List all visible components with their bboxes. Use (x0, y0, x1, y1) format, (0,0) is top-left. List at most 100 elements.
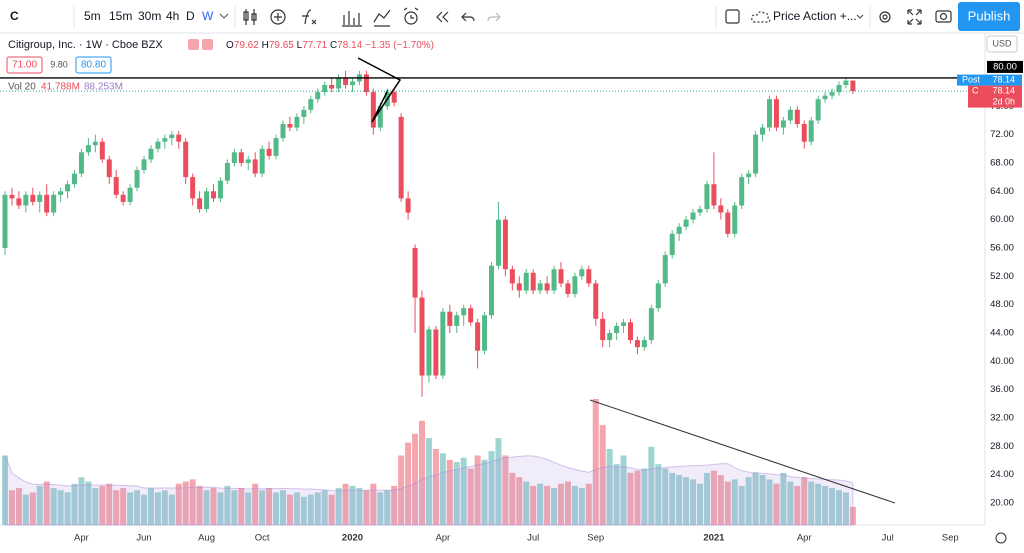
legend: Citigroup, Inc. · 1W · Cboe BZX O79.62 H… (6, 39, 434, 93)
candle-body (440, 311, 446, 376)
candle-body (134, 170, 140, 188)
candle-body (711, 184, 717, 206)
candle-body (322, 85, 328, 93)
close-tag: C (972, 85, 979, 95)
candle-body (44, 194, 50, 213)
interval-active[interactable]: W (202, 9, 214, 23)
volume-bar (349, 485, 356, 525)
candle-body (614, 325, 620, 333)
compare-icon[interactable] (373, 9, 391, 27)
candle-body (405, 198, 411, 213)
volume-bar (168, 494, 175, 525)
candle-body (662, 255, 668, 284)
legend-icon[interactable] (202, 39, 213, 50)
layout-icon[interactable] (725, 9, 740, 24)
interval[interactable]: 5m (84, 9, 101, 23)
snapshot-icon[interactable] (935, 10, 952, 23)
candle-body (593, 283, 599, 319)
toolbar-bg (0, 0, 1024, 33)
volume-bar (161, 490, 168, 525)
bars-icon[interactable] (342, 11, 362, 27)
volume-bar (286, 494, 293, 525)
undo-icon[interactable] (461, 12, 475, 22)
candle-body (572, 276, 578, 295)
candle-body (37, 194, 43, 202)
candle-body (224, 162, 230, 181)
candle-body (2, 194, 8, 248)
volume-bar (446, 459, 453, 525)
replay-icon[interactable] (436, 11, 449, 23)
candle-body (704, 184, 710, 210)
candle-body (190, 177, 196, 199)
volume-bar (690, 479, 697, 525)
volume-bar (231, 490, 238, 525)
candle-body (259, 148, 265, 174)
candle-body (739, 177, 745, 206)
volume-bar (314, 492, 321, 525)
volume-bar (488, 451, 495, 525)
candle-body (266, 148, 272, 156)
candle-body (836, 85, 842, 93)
volume-bar (106, 483, 113, 525)
template-name[interactable]: Price Action +... (773, 9, 857, 23)
candle-body (475, 322, 481, 351)
candle-body (315, 92, 321, 100)
candle-body (363, 74, 369, 93)
ohlc-value: 79.65 (269, 40, 294, 51)
dropdown-icon[interactable] (856, 14, 864, 19)
interval[interactable]: 30m (138, 9, 161, 23)
volume-bar (662, 468, 669, 525)
volume-bar (655, 464, 662, 525)
volume-bar (530, 485, 537, 525)
cloud-icon[interactable] (751, 11, 771, 23)
candle-body (329, 85, 335, 89)
candles-icon[interactable] (243, 9, 257, 25)
alert-icon[interactable] (404, 11, 418, 25)
volume-bar (356, 488, 363, 525)
candle-body (565, 283, 571, 295)
legend-icon[interactable] (188, 39, 199, 50)
plus-icon[interactable] (274, 13, 282, 21)
publish-button[interactable] (958, 2, 1020, 31)
volume-bar (321, 490, 328, 525)
x-tick-label: Jun (136, 533, 151, 544)
post-box (957, 74, 1022, 86)
fullscreen-icon[interactable] (907, 9, 922, 25)
publish-label[interactable]: Publish (968, 8, 1011, 23)
candle-body (551, 269, 557, 291)
volume-bar (64, 492, 71, 525)
candle-body (468, 308, 474, 323)
candle-body (433, 329, 439, 376)
volume-bar (120, 488, 127, 525)
axis-settings-icon[interactable] (995, 532, 1007, 544)
y-tick-label: 32.00 (990, 413, 1014, 424)
settings-icon[interactable] (879, 11, 891, 23)
bid-box[interactable] (6, 56, 43, 74)
candle-body (287, 123, 293, 128)
volume-bar (113, 490, 120, 525)
candle-body (683, 219, 689, 227)
candle-body (579, 269, 585, 277)
volume-bar (537, 483, 544, 525)
indicator-icon[interactable] (270, 9, 286, 25)
interval[interactable]: 4h (166, 9, 179, 23)
candle-body (141, 159, 147, 171)
candle-body (148, 148, 154, 160)
volume-bar (836, 490, 842, 525)
interval[interactable]: D (186, 9, 195, 23)
symbol[interactable]: C (10, 9, 19, 23)
interval[interactable]: 15m (109, 9, 132, 23)
redo-icon[interactable] (487, 12, 501, 22)
volume-value: 41.788M (41, 82, 80, 93)
volume-bar (147, 488, 154, 525)
fx-icon[interactable] (302, 9, 317, 25)
y-tick-label: 28.00 (990, 441, 1014, 452)
ask-box[interactable] (75, 56, 112, 74)
y-tick-label: 48.00 (990, 299, 1014, 310)
volume-bar (300, 496, 307, 525)
dropdown-icon[interactable] (219, 13, 229, 19)
currency-box[interactable] (986, 35, 1018, 53)
volume-bar (419, 420, 425, 525)
candle-body (537, 283, 543, 291)
